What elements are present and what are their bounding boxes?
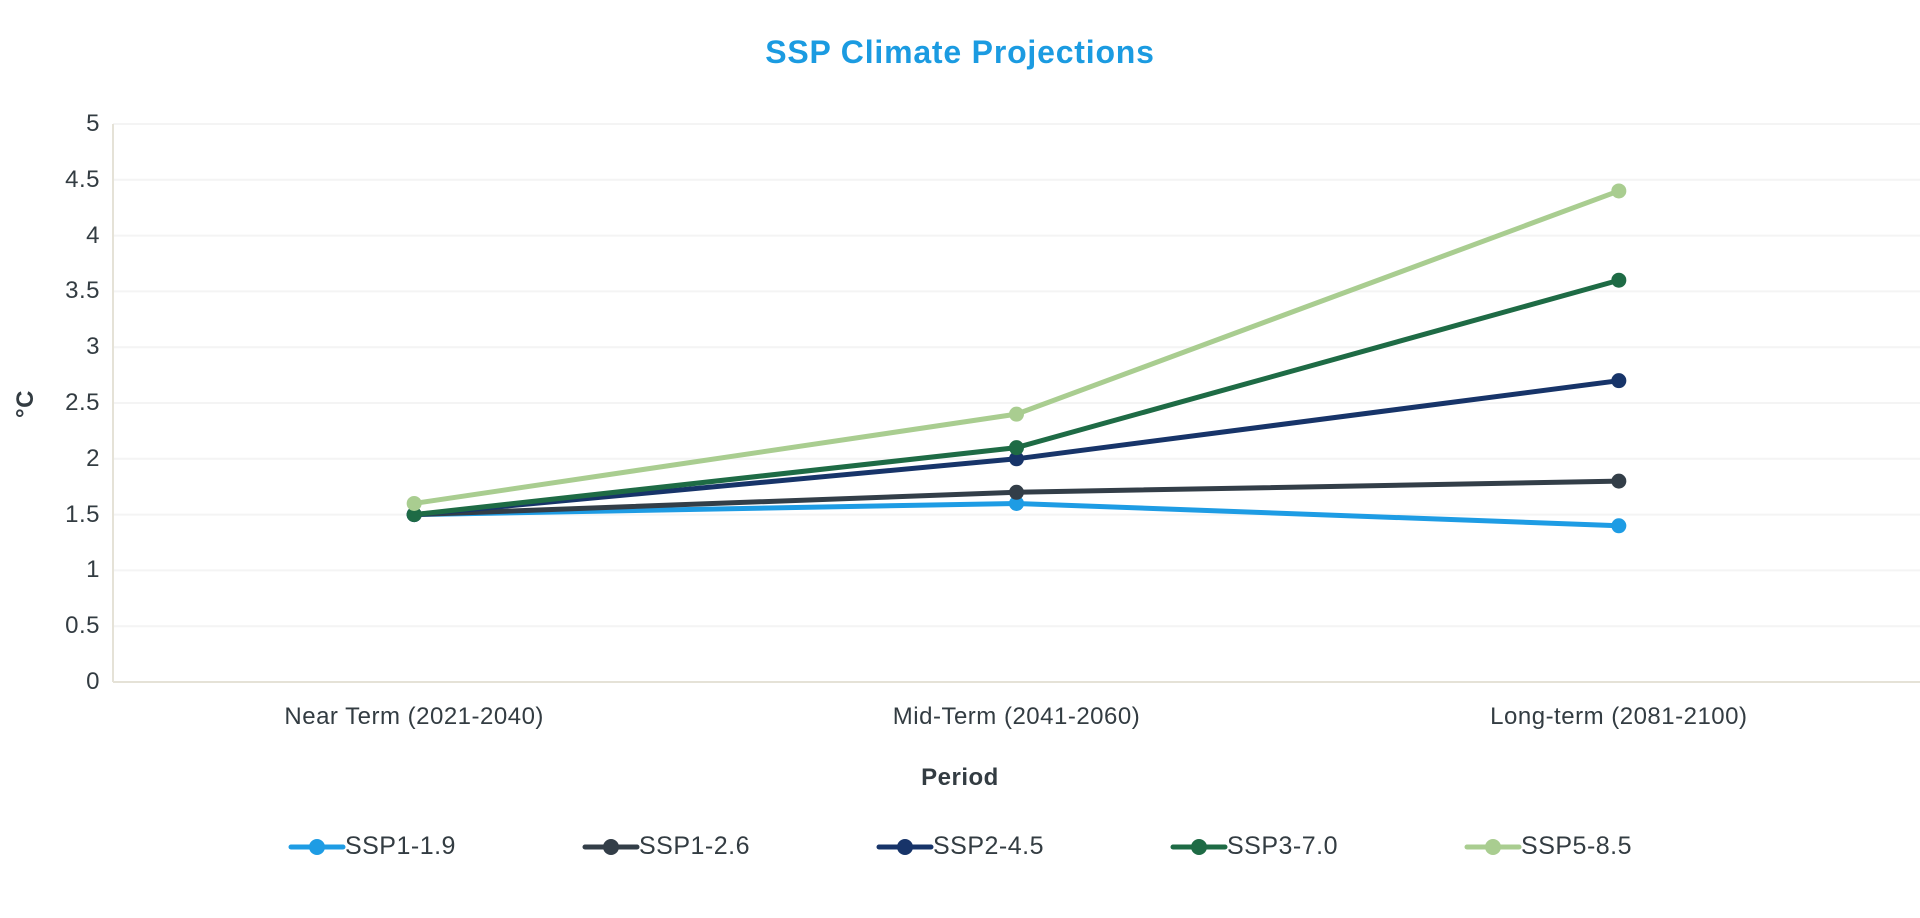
data-point-SSP5-8.5 — [406, 495, 422, 511]
y-tick-label: 3 — [86, 333, 100, 361]
series-line-SSP3-7.0 — [411, 277, 1622, 518]
data-point-SSP5-8.5 — [1611, 183, 1627, 199]
y-tick-label: 5 — [86, 110, 100, 137]
legend-marker-icon — [1464, 838, 1522, 855]
data-point-SSP1-1.9 — [1611, 518, 1627, 534]
y-tick-label: 3.5 — [65, 277, 100, 305]
legend-item-SSP1-2.6: SSP1-2.6 — [582, 832, 750, 861]
y-tick-label: 0.5 — [65, 612, 100, 640]
legend-item-SSP3-7.0: SSP3-7.0 — [1170, 832, 1338, 861]
data-point-SSP2-4.5 — [1009, 451, 1024, 467]
legend-item-SSP2-4.5: SSP2-4.5 — [876, 832, 1044, 861]
chart-legend: SSP1-1.9 SSP1-2.6 SSP2-4.5 SSP3-7.0 SSP5-8.5 — [0, 832, 1920, 861]
data-point-SSP2-4.5 — [1611, 373, 1627, 389]
data-point-SSP3-7.0 — [1009, 440, 1024, 456]
y-tick-label: 1 — [86, 556, 100, 584]
legend-marker-icon — [582, 838, 640, 855]
data-point-SSP1-2.6 — [1009, 484, 1024, 500]
x-tick-label: Mid-Term (2041-2060) — [892, 703, 1141, 730]
legend-item-SSP5-8.5: SSP5-8.5 — [1464, 832, 1632, 861]
x-tick-label: Near Term (2021-2040) — [284, 703, 544, 730]
x-tick-label: Long-term (2081-2100) — [1490, 703, 1748, 730]
data-point-SSP3-7.0 — [406, 507, 422, 523]
y-tick-label: 2 — [86, 444, 100, 472]
x-axis-title: Period — [921, 764, 999, 791]
data-point-SSP3-7.0 — [1611, 272, 1627, 288]
y-tick-label: 4 — [86, 221, 100, 249]
y-tick-label: 0 — [86, 668, 100, 695]
y-tick-label: 1.5 — [65, 500, 100, 528]
data-point-SSP5-8.5 — [1009, 406, 1024, 422]
legend-label: SSP1-1.9 — [344, 832, 456, 860]
legend-marker-icon — [876, 838, 934, 855]
legend-item-SSP1-1.9: SSP1-1.9 — [288, 832, 456, 861]
legend-label: SSP3-7.0 — [1227, 832, 1339, 860]
data-point-SSP1-2.6 — [1611, 473, 1627, 489]
chart-title: SSP Climate Projections — [765, 34, 1155, 70]
y-tick-label: 2.5 — [65, 389, 100, 416]
legend-marker-icon — [288, 838, 346, 855]
legend-label: SSP5-8.5 — [1521, 832, 1633, 860]
legend-marker-icon — [1170, 838, 1228, 855]
y-tick-label: 4.5 — [65, 165, 100, 193]
legend-label: SSP1-2.6 — [638, 832, 750, 860]
legend-label: SSP2-4.5 — [932, 832, 1044, 860]
data-point-SSP1-1.9 — [1009, 495, 1024, 511]
